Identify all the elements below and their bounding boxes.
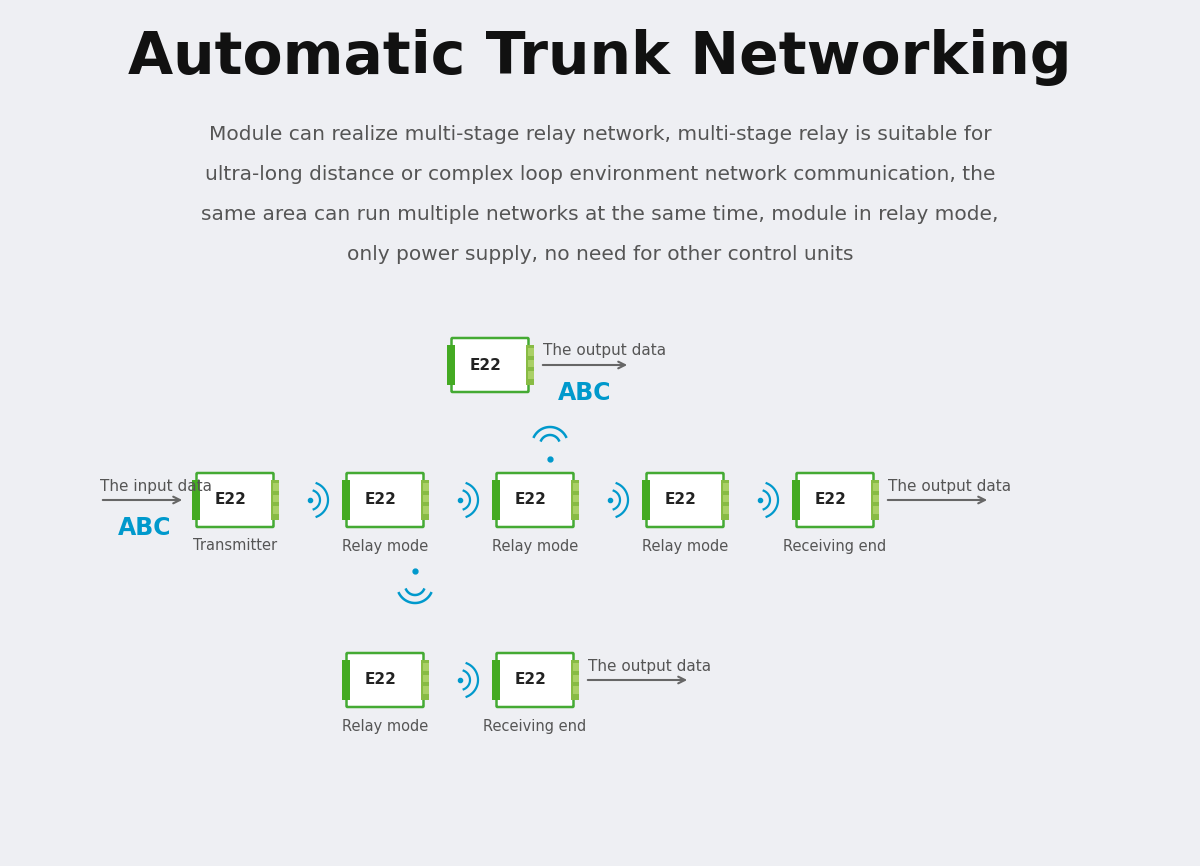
Text: same area can run multiple networks at the same time, module in relay mode,: same area can run multiple networks at t… [202, 205, 998, 224]
Text: E22: E22 [365, 493, 397, 507]
Bar [422, 675, 428, 682]
Text: Module can realize multi-stage relay network, multi-stage relay is suitable for: Module can realize multi-stage relay net… [209, 126, 991, 145]
Text: Relay mode: Relay mode [642, 539, 728, 553]
Bar [492, 660, 499, 700]
Bar [722, 507, 728, 514]
Bar [572, 494, 578, 502]
Bar [872, 494, 878, 502]
Bar [342, 481, 349, 520]
Bar [720, 481, 728, 520]
Bar [272, 507, 278, 514]
Bar [570, 481, 578, 520]
Bar [572, 507, 578, 514]
Bar [528, 348, 534, 356]
Text: E22: E22 [515, 673, 547, 688]
Bar [722, 494, 728, 502]
Text: E22: E22 [365, 673, 397, 688]
Text: Relay mode: Relay mode [342, 539, 428, 553]
Text: Automatic Trunk Networking: Automatic Trunk Networking [128, 29, 1072, 87]
Bar [572, 663, 578, 670]
Text: Relay mode: Relay mode [342, 719, 428, 734]
Bar [422, 483, 428, 491]
Text: E22: E22 [215, 493, 247, 507]
Bar [572, 686, 578, 694]
Text: The output data: The output data [542, 344, 666, 359]
Bar [792, 481, 799, 520]
Text: The output data: The output data [588, 658, 712, 674]
Bar [572, 483, 578, 491]
FancyBboxPatch shape [497, 653, 574, 707]
FancyBboxPatch shape [347, 653, 424, 707]
Bar [528, 359, 534, 367]
Bar [270, 481, 278, 520]
Text: Receiving end: Receiving end [484, 719, 587, 734]
FancyBboxPatch shape [197, 473, 274, 527]
Text: Transmitter: Transmitter [193, 539, 277, 553]
Text: The input data: The input data [100, 479, 212, 494]
Bar [422, 494, 428, 502]
Text: E22: E22 [665, 493, 697, 507]
Bar [342, 660, 349, 700]
Bar [722, 483, 728, 491]
Bar [872, 507, 878, 514]
Bar [422, 686, 428, 694]
Bar [446, 346, 455, 385]
Bar [572, 675, 578, 682]
Bar [870, 481, 878, 520]
FancyBboxPatch shape [451, 338, 528, 392]
Text: only power supply, no need for other control units: only power supply, no need for other con… [347, 245, 853, 264]
Bar [492, 481, 499, 520]
Text: ABC: ABC [558, 381, 612, 405]
Bar [272, 483, 278, 491]
Text: ABC: ABC [119, 516, 172, 540]
Bar [272, 494, 278, 502]
Bar [422, 663, 428, 670]
Bar [422, 507, 428, 514]
Bar [526, 346, 534, 385]
FancyBboxPatch shape [347, 473, 424, 527]
Bar [642, 481, 649, 520]
Bar [570, 660, 578, 700]
Text: E22: E22 [515, 493, 547, 507]
Text: Receiving end: Receiving end [784, 539, 887, 553]
Bar [872, 483, 878, 491]
FancyBboxPatch shape [647, 473, 724, 527]
Text: E22: E22 [815, 493, 847, 507]
Bar [420, 660, 428, 700]
Text: ultra-long distance or complex loop environment network communication, the: ultra-long distance or complex loop envi… [205, 165, 995, 184]
FancyBboxPatch shape [497, 473, 574, 527]
Bar [528, 372, 534, 378]
Text: E22: E22 [470, 358, 502, 372]
Bar [192, 481, 199, 520]
FancyBboxPatch shape [797, 473, 874, 527]
Bar [420, 481, 428, 520]
Text: Relay mode: Relay mode [492, 539, 578, 553]
Text: The output data: The output data [888, 479, 1012, 494]
